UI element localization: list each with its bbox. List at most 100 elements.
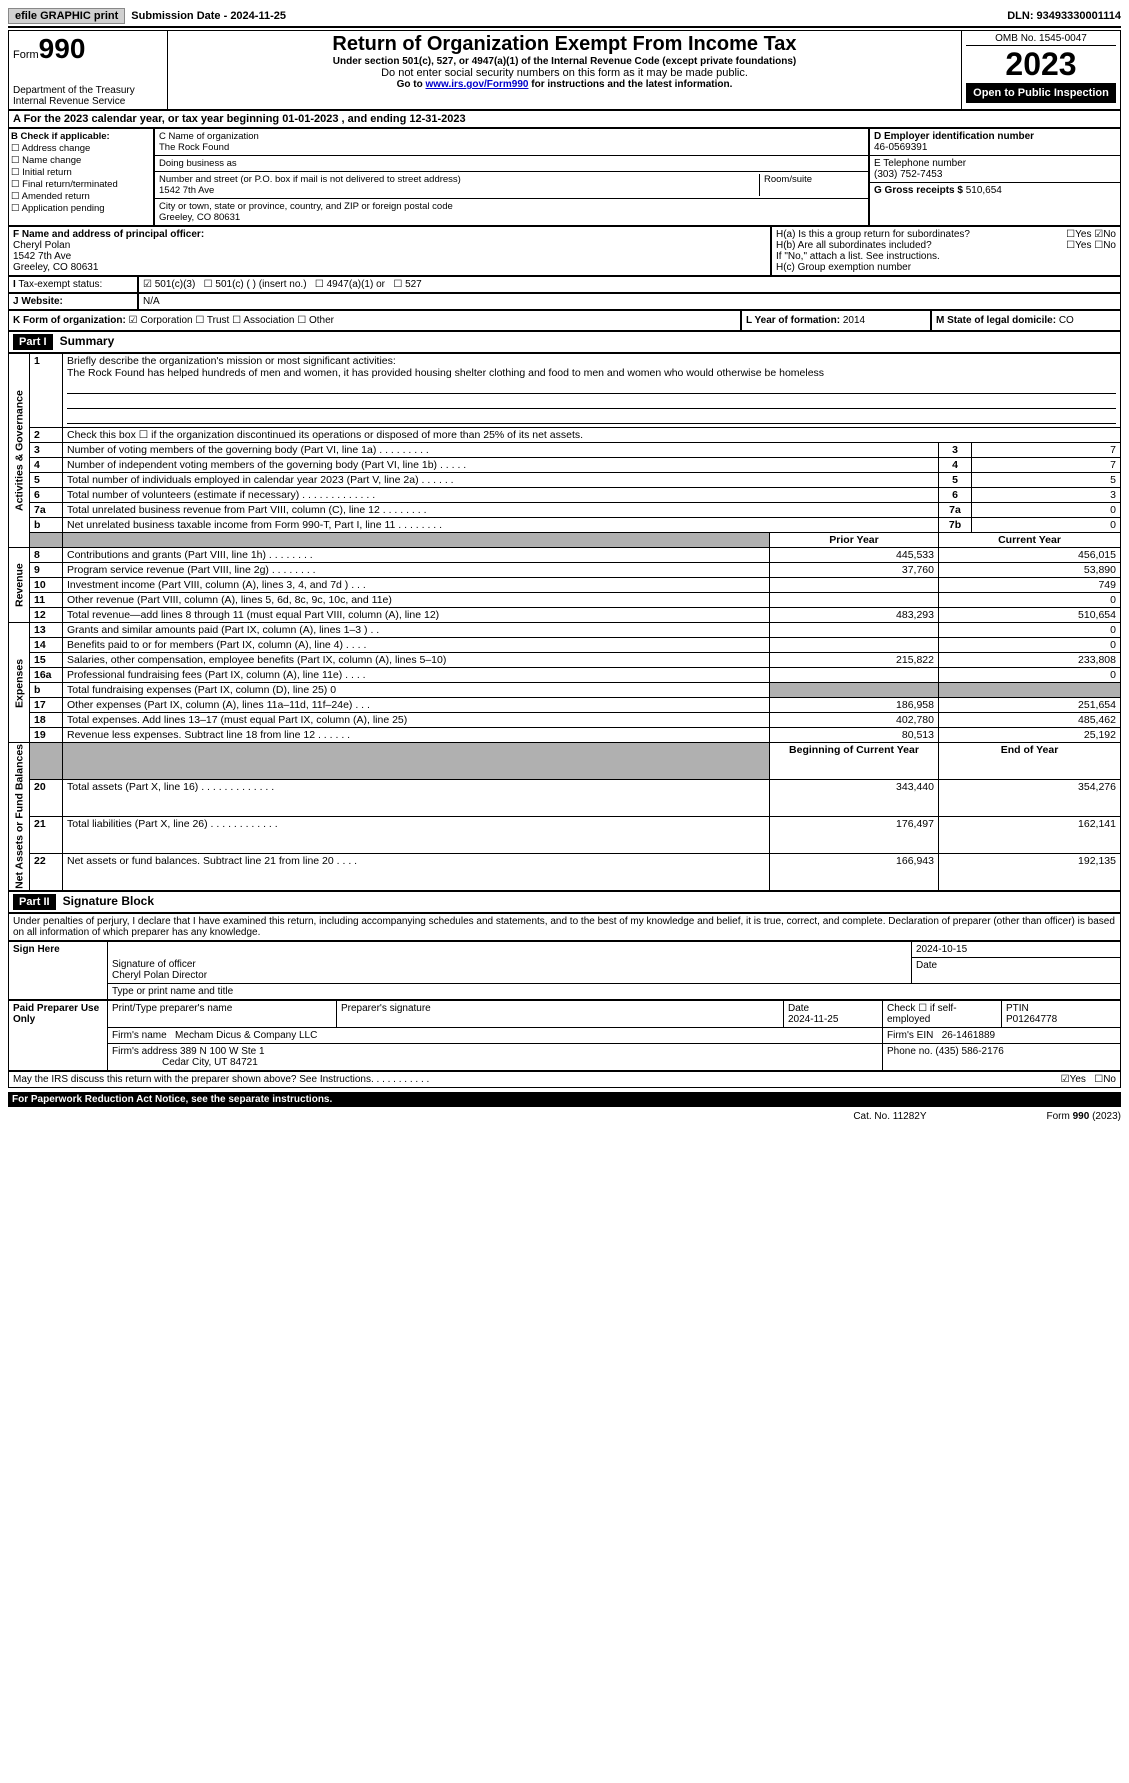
date-lbl: Date: [912, 957, 1121, 984]
cb-address-change[interactable]: ☐ Address change: [11, 143, 151, 154]
phone-lbl: Phone no.: [887, 1046, 933, 1057]
cb-application-pending[interactable]: ☐ Application pending: [11, 203, 151, 214]
discuss-row: May the IRS discuss this return with the…: [8, 1071, 1121, 1088]
cb-name-change[interactable]: ☐ Name change: [11, 155, 151, 166]
hb-note: If "No," attach a list. See instructions…: [776, 251, 1116, 262]
ln6-t: Total number of volunteers (estimate if …: [63, 488, 939, 503]
discuss-no[interactable]: No: [1103, 1074, 1116, 1085]
col-c: C Name of organization The Rock Found Do…: [154, 128, 869, 226]
cb-final-return[interactable]: ☐ Final return/terminated: [11, 179, 151, 190]
g-val: 510,654: [966, 185, 1002, 196]
e16a-p: [770, 668, 939, 683]
c-dba-lbl: Doing business as: [159, 158, 237, 169]
e18-p: 402,780: [770, 713, 939, 728]
na21-p: 176,497: [770, 816, 939, 853]
r8-n: 8: [30, 548, 63, 563]
ln7b-v: 0: [972, 518, 1121, 533]
ln6-b: 6: [939, 488, 972, 503]
e14-c: 0: [939, 638, 1121, 653]
footer-right: Form 990 (2023): [1047, 1111, 1121, 1122]
form-header: Form990 Department of the Treasury Inter…: [8, 30, 1121, 110]
form-subtitle-3: Go to www.irs.gov/Form990 for instructio…: [172, 79, 957, 90]
hb-lbl: H(b) Are all subordinates included?: [776, 240, 932, 251]
e16b-c: [939, 683, 1121, 698]
sig-type-lbl: Type or print name and title: [108, 984, 1121, 1000]
hb-no[interactable]: No: [1103, 240, 1116, 251]
c-name-lbl: C Name of organization: [159, 131, 259, 142]
e16a-n: 16a: [30, 668, 63, 683]
dln: DLN: 93493330001114: [1007, 10, 1121, 22]
irs-link[interactable]: www.irs.gov/Form990: [425, 79, 528, 90]
e15-t: Salaries, other compensation, employee b…: [63, 653, 770, 668]
part1-header: Part I Summary: [8, 331, 1121, 353]
firm-name: Mecham Dicus & Company LLC: [175, 1030, 317, 1041]
k-other[interactable]: Other: [309, 315, 334, 326]
k-assoc[interactable]: Association: [243, 315, 294, 326]
r11-p: [770, 593, 939, 608]
na20-n: 20: [30, 779, 63, 816]
l-lbl: L Year of formation:: [746, 315, 840, 326]
info-grid: B Check if applicable: ☐ Address change …: [8, 128, 1121, 226]
c-room-lbl: Room/suite: [764, 174, 812, 185]
hc-lbl: H(c) Group exemption number: [776, 262, 1116, 273]
e17-c: 251,654: [939, 698, 1121, 713]
r11-t: Other revenue (Part VIII, column (A), li…: [63, 593, 770, 608]
ha-no[interactable]: No: [1103, 229, 1116, 240]
k-trust[interactable]: Trust: [207, 315, 229, 326]
ln3-t: Number of voting members of the governin…: [63, 443, 939, 458]
discuss-text: May the IRS discuss this return with the…: [13, 1074, 429, 1085]
ln4-t: Number of independent voting members of …: [63, 458, 939, 473]
e13-n: 13: [30, 623, 63, 638]
r10-t: Investment income (Part VIII, column (A)…: [63, 578, 770, 593]
e14-t: Benefits paid to or for members (Part IX…: [63, 638, 770, 653]
i-4947[interactable]: 4947(a)(1) or: [327, 279, 385, 290]
i-501c3[interactable]: 501(c)(3): [155, 279, 196, 290]
na22-t: Net assets or fund balances. Subtract li…: [63, 853, 770, 890]
k-lbl: K Form of organization:: [13, 315, 126, 326]
cb-initial-return[interactable]: ☐ Initial return: [11, 167, 151, 178]
cell-h: H(a) Is this a group return for subordin…: [771, 226, 1121, 276]
footer: For Paperwork Reduction Act Notice, see …: [8, 1092, 1121, 1107]
hb-yes[interactable]: Yes: [1075, 240, 1091, 251]
na21-c: 162,141: [939, 816, 1121, 853]
goto-post: for instructions and the latest informat…: [528, 79, 732, 90]
part1-title: Summary: [60, 334, 115, 348]
firm-addr-lbl: Firm's address: [112, 1046, 177, 1057]
ha-lbl: H(a) Is this a group return for subordin…: [776, 229, 970, 240]
e17-p: 186,958: [770, 698, 939, 713]
i-501c[interactable]: 501(c) ( ) (insert no.): [215, 279, 306, 290]
e14-p: [770, 638, 939, 653]
ln3-v: 7: [972, 443, 1121, 458]
r10-c: 749: [939, 578, 1121, 593]
r10-n: 10: [30, 578, 63, 593]
na22-p: 166,943: [770, 853, 939, 890]
form-title: Return of Organization Exempt From Incom…: [172, 33, 957, 56]
tax-year: 2023: [966, 46, 1116, 83]
i-527[interactable]: 527: [405, 279, 422, 290]
na-col1: Beginning of Current Year: [770, 743, 939, 780]
ha-yes[interactable]: Yes: [1075, 229, 1091, 240]
k-corp[interactable]: Corporation: [140, 315, 192, 326]
e18-n: 18: [30, 713, 63, 728]
top-bar: efile GRAPHIC print Submission Date - 20…: [8, 8, 1121, 28]
cb-amended-return[interactable]: ☐ Amended return: [11, 191, 151, 202]
e15-n: 15: [30, 653, 63, 668]
part1-hdr: Part I: [13, 334, 53, 350]
e16a-c: 0: [939, 668, 1121, 683]
r8-c: 456,015: [939, 548, 1121, 563]
self-emp[interactable]: Check ☐ if self-employed: [883, 1001, 1002, 1028]
discuss-yes[interactable]: Yes: [1070, 1074, 1086, 1085]
na21-t: Total liabilities (Part X, line 26) . . …: [63, 816, 770, 853]
m-val: CO: [1059, 315, 1074, 326]
ln6-n: 6: [30, 488, 63, 503]
ln5-b: 5: [939, 473, 972, 488]
m-lbl: M State of legal domicile:: [936, 315, 1056, 326]
f-lbl: F Name and address of principal officer:: [13, 229, 204, 240]
form-subtitle-1: Under section 501(c), 527, or 4947(a)(1)…: [172, 56, 957, 67]
efile-graphic-print-button[interactable]: efile GRAPHIC print: [8, 8, 125, 24]
e18-t: Total expenses. Add lines 13–17 (must eq…: [63, 713, 770, 728]
j-lbl: Website:: [21, 296, 63, 307]
ln7a-v: 0: [972, 503, 1121, 518]
vlabel-netassets: Net Assets or Fund Balances: [9, 743, 30, 891]
ln4-v: 7: [972, 458, 1121, 473]
